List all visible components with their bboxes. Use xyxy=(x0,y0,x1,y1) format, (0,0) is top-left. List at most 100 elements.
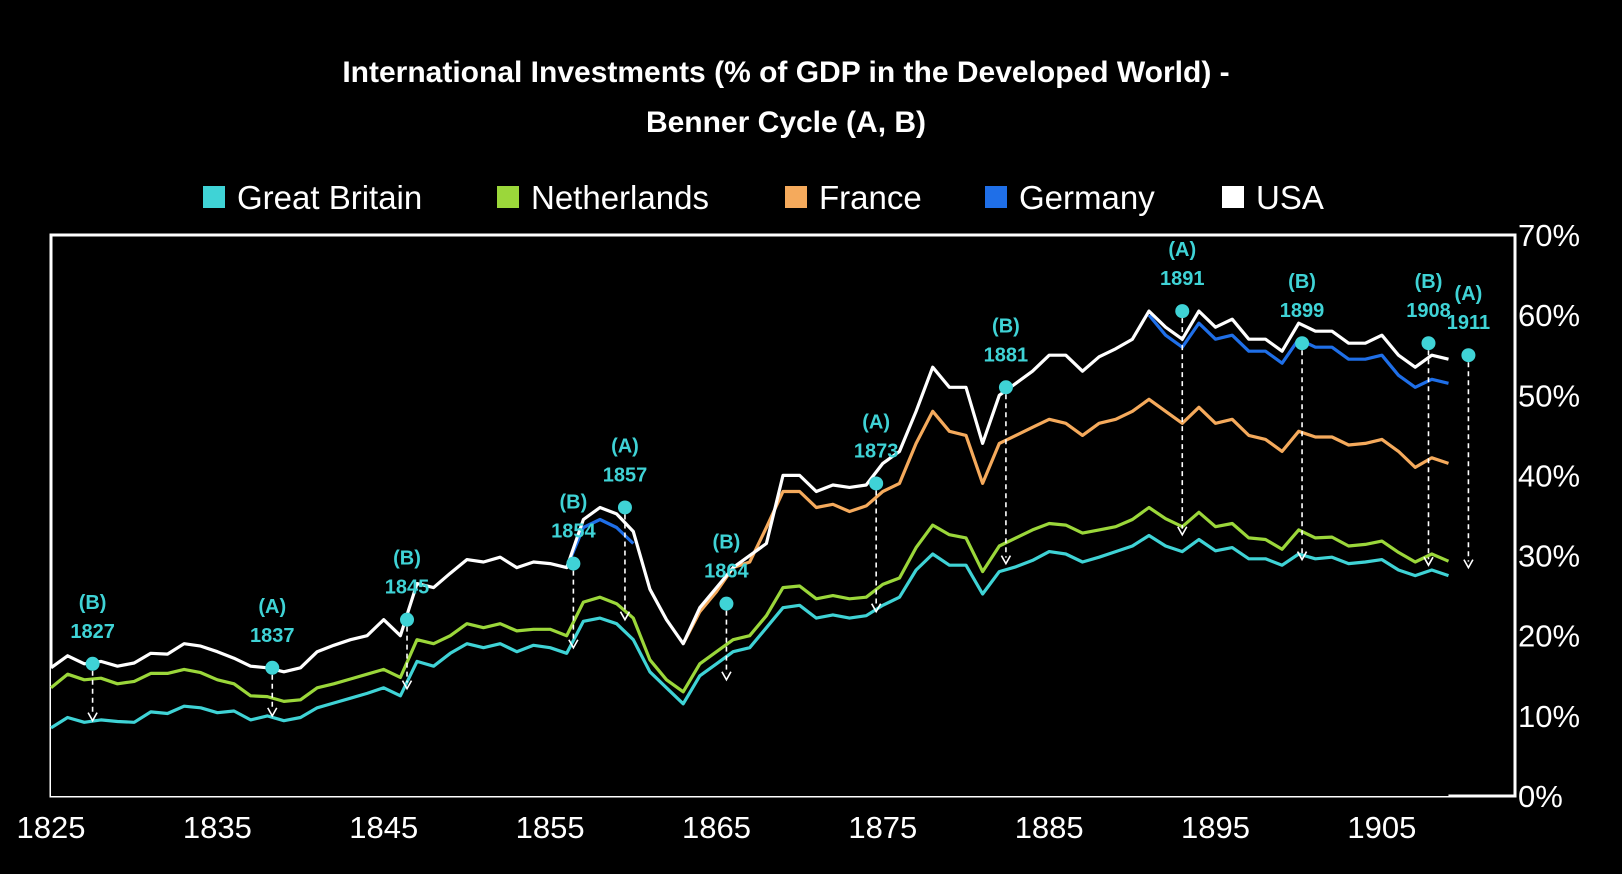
annotation-1864: (B) 1864 xyxy=(704,532,750,682)
annotation-marker xyxy=(1421,336,1436,351)
annotation-cycle-label: (B) xyxy=(1288,271,1316,293)
cycle-annotations: (B) 1827 (A) 1837 (B) 1845 (B) 1854 (A) 1857 (B) 18… xyxy=(70,239,1490,723)
annotation-year-label: 1864 xyxy=(704,561,749,583)
annotation-marker xyxy=(85,656,100,671)
annotation-1881: (B) 1881 xyxy=(984,315,1029,566)
annotation-arrow-head xyxy=(619,611,631,622)
annotation-cycle-label: (B) xyxy=(992,315,1020,337)
series-line-germany xyxy=(565,517,635,569)
annotation-cycle-label: (A) xyxy=(1168,239,1196,261)
series-line-great-britain xyxy=(50,533,1450,730)
legend-item-great-britain: Great Britain xyxy=(203,179,422,216)
annotation-1827: (B) 1827 xyxy=(70,592,115,723)
annotation-year-label: 1899 xyxy=(1280,300,1325,322)
x-tick-label: 1895 xyxy=(1181,810,1250,845)
legend-item-netherlands: Netherlands xyxy=(497,179,709,216)
legend-swatch-great-britain xyxy=(203,186,225,208)
legend-swatch-france xyxy=(785,186,807,208)
annotation-year-label: 1908 xyxy=(1406,300,1451,322)
x-tick-label: 1835 xyxy=(183,810,252,845)
y-tick-label: 0% xyxy=(1518,779,1563,814)
annotation-arrow-head xyxy=(1463,559,1474,570)
legend-label-netherlands: Netherlands xyxy=(531,179,709,216)
legend-item-france: France xyxy=(785,179,922,216)
plot-area xyxy=(49,233,1517,798)
x-tick-label: 1885 xyxy=(1015,810,1084,845)
x-tick-label: 1905 xyxy=(1347,810,1416,845)
y-tick-label: 30% xyxy=(1518,539,1580,574)
annotation-cycle-label: (B) xyxy=(713,532,741,554)
annotation-year-label: 1845 xyxy=(385,577,430,599)
annotation-arrow-head xyxy=(1000,555,1012,566)
annotation-1845: (B) 1845 xyxy=(385,548,430,691)
annotation-arrow-head xyxy=(87,712,98,723)
y-tick-label: 20% xyxy=(1518,619,1580,654)
x-tick-label: 1875 xyxy=(848,810,917,845)
annotation-year-label: 1854 xyxy=(551,521,596,543)
y-axis-ticks: 0% 10% 20% 30% 40% 50% 60% 70% xyxy=(1518,218,1580,814)
annotation-marker xyxy=(1175,304,1190,319)
legend-item-germany: Germany xyxy=(985,179,1155,216)
annotation-marker xyxy=(400,612,415,627)
annotation-marker xyxy=(869,476,884,491)
annotation-arrow-head xyxy=(721,671,732,682)
annotation-arrow-head xyxy=(401,680,413,691)
legend-label-germany: Germany xyxy=(1019,179,1155,216)
legend-swatch-germany xyxy=(985,186,1007,208)
annotation-arrow-head xyxy=(1296,551,1308,562)
annotation-cycle-label: (A) xyxy=(862,411,890,433)
annotation-1873: (A) 1873 xyxy=(854,411,899,614)
legend-swatch-usa xyxy=(1222,186,1244,208)
annotation-1908: (B) 1908 xyxy=(1406,271,1451,567)
x-tick-label: 1855 xyxy=(516,810,585,845)
annotation-cycle-label: (A) xyxy=(1455,283,1483,305)
y-tick-label: 60% xyxy=(1518,298,1580,333)
annotation-cycle-label: (B) xyxy=(1415,271,1443,293)
annotation-year-label: 1891 xyxy=(1160,268,1205,290)
series-line-usa xyxy=(50,309,1449,674)
annotation-1891: (A) 1891 xyxy=(1160,239,1205,537)
annotation-1899: (B) 1899 xyxy=(1280,271,1325,562)
series-line-france xyxy=(681,397,1450,645)
annotation-year-label: 1837 xyxy=(250,625,295,647)
y-tick-label: 50% xyxy=(1518,378,1580,413)
annotation-year-label: 1827 xyxy=(70,621,115,643)
annotation-cycle-label: (B) xyxy=(79,592,107,614)
y-tick-label: 10% xyxy=(1518,699,1580,734)
series-line-netherlands xyxy=(49,505,1450,703)
x-tick-label: 1825 xyxy=(17,810,86,845)
annotation-year-label: 1873 xyxy=(854,440,899,462)
annotation-marker xyxy=(566,556,581,571)
annotation-1837: (A) 1837 xyxy=(250,596,295,718)
legend-item-usa: USA xyxy=(1222,179,1324,216)
legend-label-great-britain: Great Britain xyxy=(237,179,422,216)
y-tick-label: 70% xyxy=(1518,218,1580,253)
annotation-marker xyxy=(998,380,1013,395)
annotation-year-label: 1911 xyxy=(1447,312,1490,334)
annotation-year-label: 1881 xyxy=(984,344,1029,366)
annotation-year-label: 1857 xyxy=(603,464,648,486)
annotation-marker xyxy=(719,596,734,611)
annotation-1854: (B) 1854 xyxy=(551,492,597,650)
legend-label-usa: USA xyxy=(1256,179,1324,216)
annotation-arrow-head xyxy=(870,603,882,614)
annotation-cycle-label: (B) xyxy=(393,548,421,570)
chart-title-line-2: Benner Cycle (A, B) xyxy=(646,106,926,139)
annotation-arrow-head xyxy=(568,639,579,650)
annotation-1857: (A) 1857 xyxy=(603,435,648,622)
annotation-marker xyxy=(265,660,280,675)
x-tick-label: 1845 xyxy=(349,810,418,845)
x-tick-label: 1865 xyxy=(682,810,751,845)
chart-title-line-1: International Investments (% of GDP in t… xyxy=(342,56,1229,89)
y-tick-label: 40% xyxy=(1518,458,1580,493)
x-axis-ticks: 1825 1835 1845 1855 1865 1875 1885 1895 1905 xyxy=(17,810,1417,845)
annotation-arrow-head xyxy=(267,707,278,718)
annotation-marker xyxy=(1461,348,1476,363)
annotation-marker xyxy=(1295,336,1310,351)
annotation-cycle-label: (A) xyxy=(258,596,286,618)
annotation-arrow-head xyxy=(1423,556,1434,567)
annotation-arrow-head xyxy=(1177,526,1188,537)
legend-label-france: France xyxy=(819,179,922,216)
annotation-1911: (A) 1911 xyxy=(1447,283,1490,570)
